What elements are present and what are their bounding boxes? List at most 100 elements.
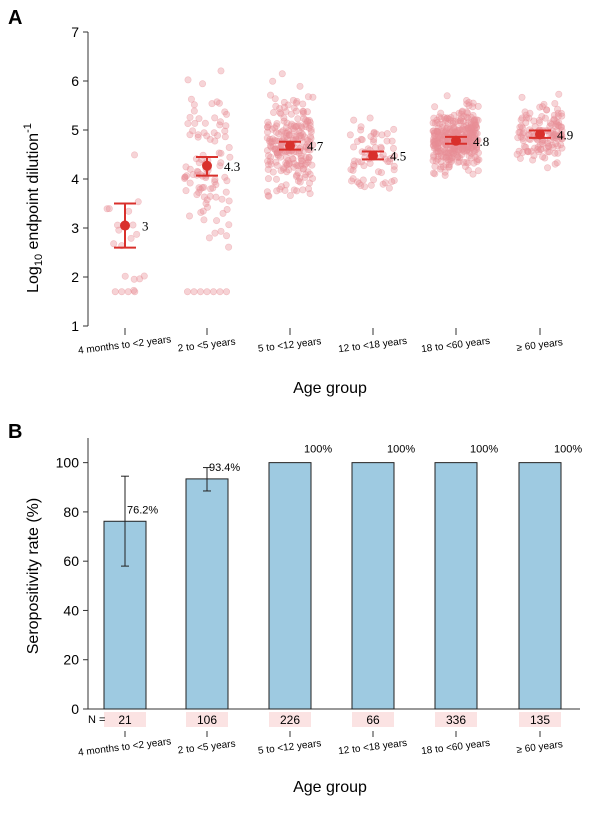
data-point [281, 186, 289, 194]
data-point [217, 227, 225, 235]
data-point [309, 141, 317, 149]
data-point [442, 149, 450, 157]
data-point [263, 146, 271, 154]
data-point [554, 135, 562, 143]
data-point [436, 120, 444, 128]
data-point [350, 161, 358, 169]
data-point [464, 159, 472, 167]
data-point [216, 118, 224, 126]
data-point [272, 175, 280, 183]
data-point [283, 119, 291, 127]
data-point [553, 127, 561, 135]
data-point [525, 131, 533, 139]
data-point [459, 147, 467, 155]
data-point [193, 167, 201, 175]
data-point [454, 126, 462, 134]
data-point [442, 126, 450, 134]
data-point [349, 166, 357, 174]
data-point [430, 114, 438, 122]
data-point [299, 157, 307, 165]
data-point [285, 131, 293, 139]
data-point [442, 128, 450, 136]
data-point [434, 152, 442, 160]
data-point [301, 161, 309, 169]
data-point [307, 128, 315, 136]
data-point [469, 103, 477, 111]
data-point [282, 132, 290, 140]
data-point [350, 162, 358, 170]
data-point [222, 122, 230, 130]
data-point [448, 127, 456, 135]
data-point [550, 116, 558, 124]
data-point [551, 149, 559, 157]
data-point [450, 124, 458, 132]
panel-a-x-tick-label: 4 months to <2 years [78, 334, 172, 356]
data-point [304, 158, 312, 166]
data-point [558, 127, 566, 135]
data-point [216, 162, 224, 170]
data-point [264, 152, 272, 160]
data-point [271, 136, 279, 144]
data-point [473, 136, 481, 144]
data-point [221, 127, 229, 135]
data-point [186, 113, 194, 121]
data-point [442, 117, 450, 125]
mean-point [535, 129, 545, 140]
data-point [442, 115, 450, 123]
data-point [277, 110, 285, 118]
data-point [273, 151, 281, 159]
data-point [377, 143, 385, 151]
data-point [304, 136, 312, 144]
data-point [516, 154, 524, 162]
data-point [550, 111, 558, 119]
data-point [353, 178, 361, 186]
data-point [369, 138, 377, 146]
data-point [223, 177, 231, 185]
data-point [437, 109, 445, 117]
panel-b-y-tick-label: 40 [63, 602, 79, 618]
data-point [181, 173, 189, 181]
data-point [226, 153, 234, 161]
value-label: 76.2% [127, 504, 158, 516]
data-point [439, 146, 447, 154]
panel-b-x-tick-label: ≥ 60 years [516, 739, 564, 756]
data-point [265, 137, 273, 145]
data-point [517, 133, 525, 141]
data-point [465, 127, 473, 135]
data-point [463, 108, 471, 116]
bar [434, 462, 478, 710]
data-point [516, 128, 524, 136]
data-point [432, 144, 440, 152]
data-point [463, 100, 471, 108]
data-point [548, 120, 556, 128]
data-point [433, 127, 441, 135]
data-point [206, 135, 214, 143]
data-point [285, 159, 293, 167]
data-point [290, 163, 298, 171]
data-point [271, 145, 279, 153]
data-point [446, 146, 454, 154]
data-point [189, 127, 197, 135]
panel-b-y-tick-label: 100 [56, 455, 80, 471]
data-point [429, 142, 437, 150]
data-point [448, 154, 456, 162]
data-point [130, 275, 138, 283]
data-point [223, 110, 231, 118]
value-label: 93.4% [209, 462, 240, 474]
data-point [442, 154, 450, 162]
data-point [429, 138, 437, 146]
data-point [275, 130, 283, 138]
data-point [455, 109, 463, 117]
data-point [277, 128, 285, 136]
data-point [430, 141, 438, 149]
data-point [433, 128, 441, 136]
data-point [546, 119, 554, 127]
data-point [209, 184, 217, 192]
data-point [430, 127, 438, 135]
data-point [195, 188, 203, 196]
data-point [468, 127, 476, 135]
data-point [306, 146, 314, 154]
data-point [193, 191, 201, 199]
data-point [293, 171, 301, 179]
